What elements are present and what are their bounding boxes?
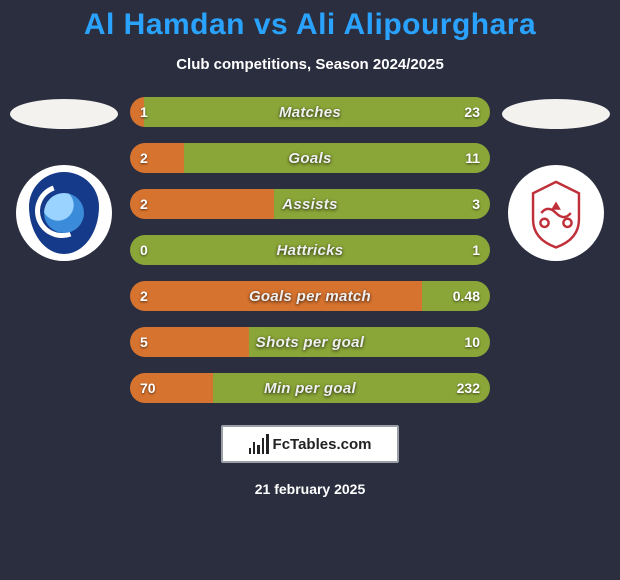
- right-player-column: [502, 97, 610, 261]
- red-crest-icon: [515, 172, 597, 254]
- stat-label: Goals: [130, 143, 490, 173]
- stat-row: 211Goals: [130, 143, 490, 173]
- stats-bars: 123Matches 211Goals 23Assists 01Hattricks 20…: [130, 97, 490, 403]
- stat-label: Hattricks: [130, 235, 490, 265]
- left-club-badge: [16, 165, 112, 261]
- left-player-name-oval: [10, 99, 118, 129]
- stat-label: Shots per goal: [130, 327, 490, 357]
- stat-row: 20.48Goals per match: [130, 281, 490, 311]
- stat-label: Goals per match: [130, 281, 490, 311]
- stat-label: Min per goal: [130, 373, 490, 403]
- brand-text: FcTables.com: [273, 436, 372, 453]
- comparison-content: 123Matches 211Goals 23Assists 01Hattricks 20…: [0, 97, 620, 403]
- brand-chart-icon: [249, 434, 269, 454]
- right-player-name-oval: [502, 99, 610, 129]
- left-player-column: [10, 97, 118, 261]
- stat-row: 70232Min per goal: [130, 373, 490, 403]
- stat-row: 23Assists: [130, 189, 490, 219]
- page-title: Al Hamdan vs Ali Alipourghara: [0, 0, 620, 42]
- stat-label: Assists: [130, 189, 490, 219]
- subtitle: Club competitions, Season 2024/2025: [0, 56, 620, 73]
- right-club-badge: [508, 165, 604, 261]
- date-line: 21 february 2025: [0, 481, 620, 497]
- stat-row: 01Hattricks: [130, 235, 490, 265]
- stat-row: 123Matches: [130, 97, 490, 127]
- brand-badge: FcTables.com: [221, 425, 399, 463]
- stat-label: Matches: [130, 97, 490, 127]
- al-hilal-icon: [29, 172, 99, 254]
- stat-row: 510Shots per goal: [130, 327, 490, 357]
